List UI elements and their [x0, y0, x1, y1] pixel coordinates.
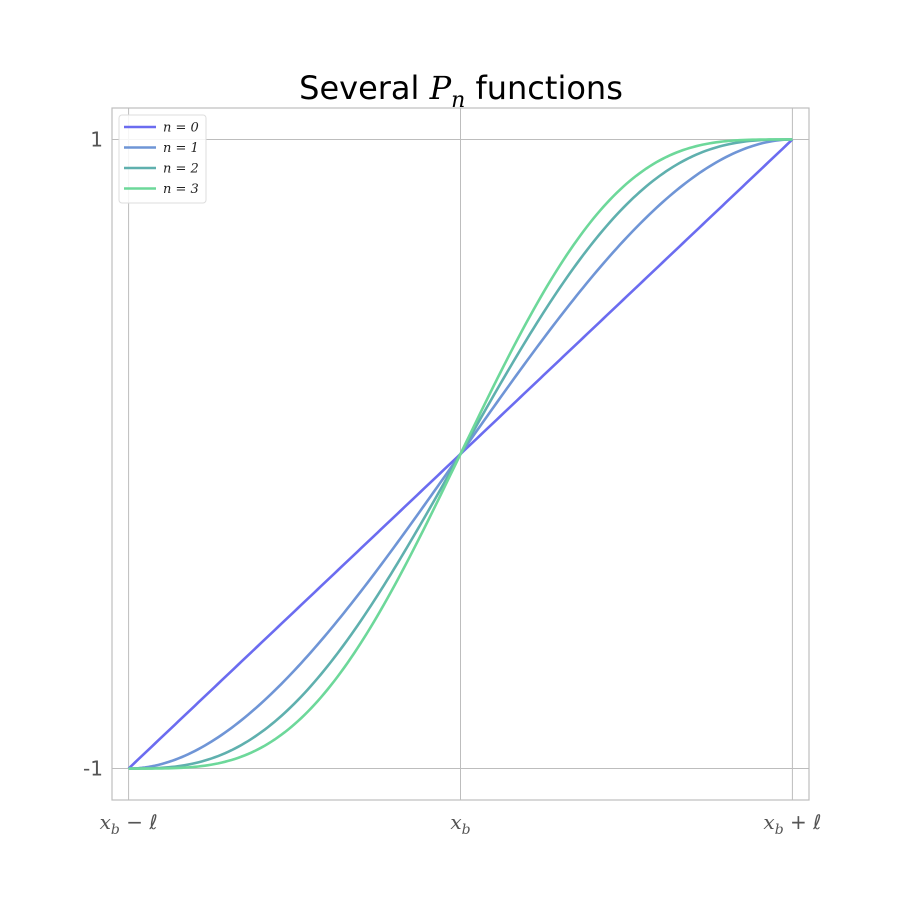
tick-labels: xb − ℓ xb xb + ℓ 1 -1 — [83, 127, 821, 838]
y-tick-label-0: 1 — [90, 127, 103, 151]
x-tick-label-2: xb + ℓ — [763, 810, 821, 838]
plot-frame — [111, 107, 810, 801]
x-tick-label-0: xb − ℓ — [100, 810, 158, 838]
series-line-n3 — [128, 138, 793, 770]
legend-frame — [118, 114, 207, 204]
series-lines — [127, 138, 794, 770]
legend-label-n3: n = 3 — [163, 182, 199, 197]
y-tick-label-1: -1 — [83, 757, 103, 781]
legend-label-n2: n = 2 — [163, 162, 199, 177]
x-tick-label-1: xb — [450, 810, 470, 838]
chart-title: Several Pn functions — [299, 69, 623, 113]
legend-label-n1: n = 1 — [163, 141, 199, 156]
legend: n = 0 n = 1 n = 2 n = 3 — [118, 114, 207, 204]
legend-label-n0: n = 0 — [163, 121, 199, 136]
grid-lines — [112, 108, 809, 800]
